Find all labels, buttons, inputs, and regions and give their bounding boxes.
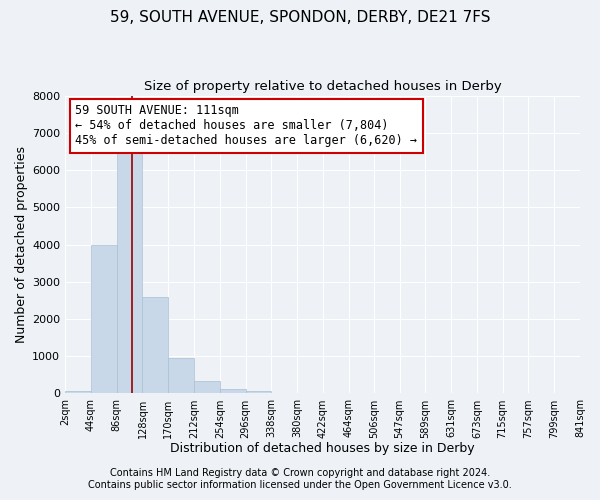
Bar bbox=[91, 244, 116, 394]
Text: 59 SOUTH AVENUE: 111sqm
← 54% of detached houses are smaller (7,804)
45% of semi: 59 SOUTH AVENUE: 111sqm ← 54% of detache… bbox=[76, 104, 418, 148]
Bar bbox=[65, 391, 91, 394]
Bar bbox=[116, 148, 142, 394]
Text: Contains HM Land Registry data © Crown copyright and database right 2024.
Contai: Contains HM Land Registry data © Crown c… bbox=[88, 468, 512, 490]
Bar bbox=[245, 391, 271, 394]
Bar bbox=[220, 390, 245, 394]
Bar bbox=[194, 381, 220, 394]
Bar bbox=[142, 296, 168, 394]
X-axis label: Distribution of detached houses by size in Derby: Distribution of detached houses by size … bbox=[170, 442, 475, 455]
Y-axis label: Number of detached properties: Number of detached properties bbox=[15, 146, 28, 343]
Text: 59, SOUTH AVENUE, SPONDON, DERBY, DE21 7FS: 59, SOUTH AVENUE, SPONDON, DERBY, DE21 7… bbox=[110, 10, 490, 25]
Bar bbox=[168, 358, 194, 394]
Title: Size of property relative to detached houses in Derby: Size of property relative to detached ho… bbox=[144, 80, 502, 93]
